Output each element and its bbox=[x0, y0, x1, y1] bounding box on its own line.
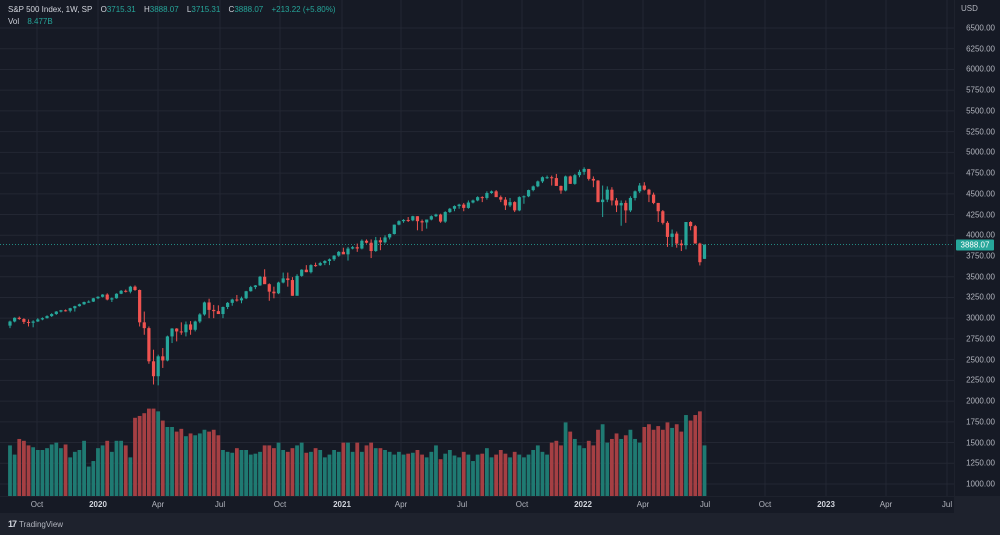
price-tick-label: 1500.00 bbox=[966, 438, 995, 448]
price-tick-label: 4750.00 bbox=[966, 168, 995, 178]
price-tick-label: 5250.00 bbox=[966, 127, 995, 137]
time-tick-label: Jul bbox=[699, 500, 711, 509]
time-tick-label: Apr bbox=[151, 500, 165, 509]
currency-label: USD bbox=[961, 4, 978, 13]
chart-pane[interactable]: S&P 500 Index, 1W, SP O3715.31 H3888.07 … bbox=[0, 0, 954, 496]
time-tick-label: 2021 bbox=[333, 500, 351, 509]
time-tick-label: 2023 bbox=[817, 500, 835, 509]
price-tick-label: 2000.00 bbox=[966, 396, 995, 406]
time-axis[interactable]: Oct 2020 Apr Jul Oct 2021 Apr Jul Oct 2022 Apr Jul O… bbox=[0, 497, 954, 513]
price-tick-label: 6500.00 bbox=[966, 23, 995, 33]
price-tick-label: 5750.00 bbox=[966, 85, 995, 95]
time-tick-label: Oct bbox=[515, 500, 529, 509]
time-tick-label: Apr bbox=[394, 500, 408, 509]
price-tick-label: 1000.00 bbox=[966, 479, 995, 489]
price-tick-label: 1250.00 bbox=[966, 458, 995, 468]
legend-high: H3888.07 bbox=[143, 5, 179, 14]
price-tick-label: 2250.00 bbox=[966, 375, 995, 385]
current-price-marker: 3888.07 bbox=[956, 239, 994, 251]
price-tick-label: 2750.00 bbox=[966, 334, 995, 344]
time-tick-label: Oct bbox=[758, 500, 772, 509]
volume-bars bbox=[8, 408, 707, 496]
price-tick-label: 4250.00 bbox=[966, 210, 995, 220]
time-tick-label: Oct bbox=[273, 500, 287, 509]
legend-ohlc-row: S&P 500 Index, 1W, SP O3715.31 H3888.07 … bbox=[8, 4, 342, 16]
legend-volume-row: Vol 8.477B bbox=[8, 16, 342, 28]
price-tick-label: 1750.00 bbox=[966, 417, 995, 427]
time-tick-label: Jul bbox=[456, 500, 468, 509]
time-tick-label: Jul bbox=[941, 500, 953, 509]
price-tick-label: 3250.00 bbox=[966, 292, 995, 302]
price-tick-label: 2500.00 bbox=[966, 355, 995, 365]
time-tick-label: Apr bbox=[879, 500, 893, 509]
footer: 17 TradingView bbox=[0, 513, 1000, 535]
time-tick-label: Apr bbox=[636, 500, 650, 509]
tradingview-brand[interactable]: 17 TradingView bbox=[8, 519, 63, 529]
price-tick-label: 3000.00 bbox=[966, 313, 995, 323]
time-tick-label: Jul bbox=[214, 500, 226, 509]
candlestick-series bbox=[8, 167, 707, 386]
chart-grid bbox=[0, 0, 954, 496]
tradingview-logo-icon: 17 bbox=[8, 519, 17, 529]
series-legend: S&P 500 Index, 1W, SP O3715.31 H3888.07 … bbox=[8, 4, 342, 28]
price-tick-label: 4000.00 bbox=[966, 230, 995, 240]
price-tick-label: 4500.00 bbox=[966, 189, 995, 199]
price-tick-label: 5000.00 bbox=[966, 147, 995, 157]
time-tick-label: 2022 bbox=[574, 500, 592, 509]
legend-change: +213.22 (+5.80%) bbox=[271, 5, 336, 14]
price-tick-label: 6250.00 bbox=[966, 44, 995, 54]
price-tick-label: 3750.00 bbox=[966, 251, 995, 261]
price-tick-label: 3500.00 bbox=[966, 272, 995, 282]
legend-open: O3715.31 bbox=[100, 5, 136, 14]
price-tick-label: 6000.00 bbox=[966, 64, 995, 74]
legend-vol-label[interactable]: Vol bbox=[8, 17, 20, 26]
legend-low: L3715.31 bbox=[186, 5, 221, 14]
brand-name: TradingView bbox=[19, 519, 64, 529]
time-tick-label: 2020 bbox=[89, 500, 107, 509]
legend-close: C3888.07 bbox=[228, 5, 264, 14]
legend-vol-value: 8.477B bbox=[27, 17, 53, 26]
time-tick-label: Oct bbox=[30, 500, 44, 509]
legend-symbol[interactable]: S&P 500 Index, 1W, SP bbox=[8, 5, 93, 14]
price-tick-label: 5500.00 bbox=[966, 106, 995, 116]
